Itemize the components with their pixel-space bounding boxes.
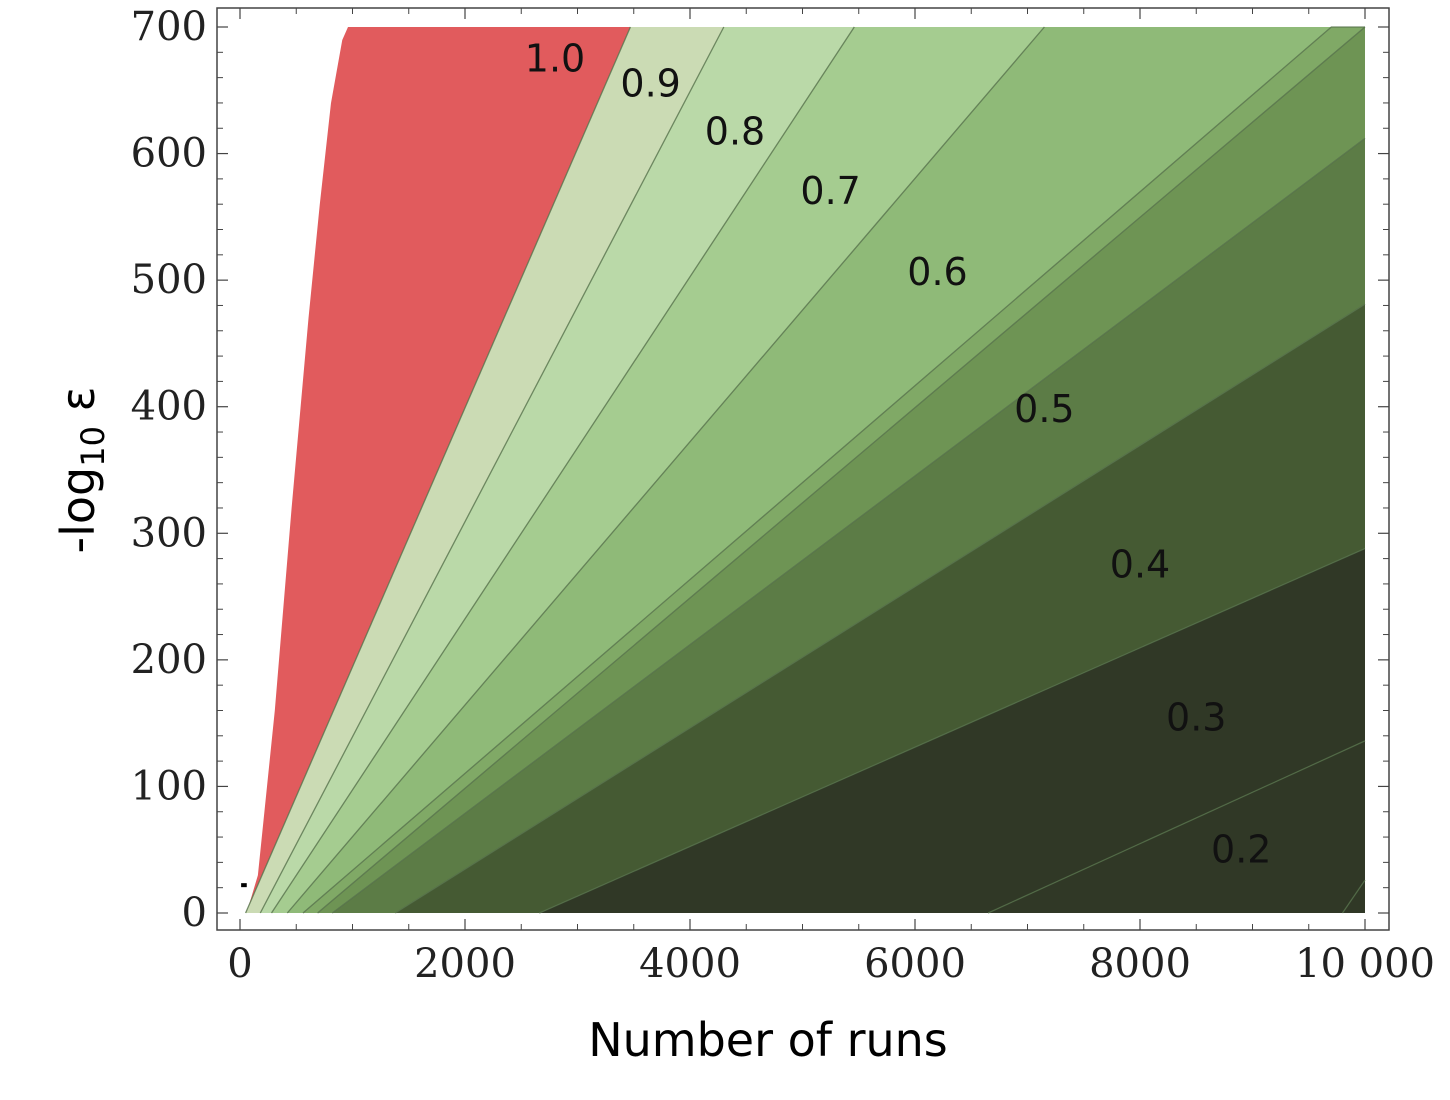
contour-label: 0.2: [1211, 827, 1271, 871]
y-tick-label: 200: [131, 637, 207, 683]
contour-line-3: [286, 26, 1045, 914]
contour-line-8: [539, 547, 1366, 914]
contour-line-2: [270, 26, 855, 914]
contour-line-1: [259, 26, 725, 914]
x-axis-title: Number of runs: [588, 1013, 948, 1067]
contour-line-10: [1341, 879, 1366, 914]
y-tick-label: 700: [131, 4, 207, 50]
x-tick-label: 4000: [639, 941, 741, 987]
contour-label: 1.0: [525, 36, 585, 80]
contour-label: 0.3: [1166, 696, 1226, 740]
band-0.8-0.85: [271, 27, 1045, 913]
contour-line-4: [302, 26, 1365, 914]
y-axis-title-prefix: -log: [51, 467, 105, 554]
x-tick-label: 0: [227, 941, 252, 987]
contour-line-7: [394, 303, 1366, 914]
x-tick-label: 8000: [1089, 941, 1191, 987]
y-tick-label: 100: [131, 763, 207, 809]
contour-label: 0.6: [907, 250, 967, 294]
y-tick-label: 500: [131, 257, 207, 303]
contour-lines: [241, 26, 1366, 914]
contour-line-5: [317, 26, 1366, 914]
band-0.85-0.9: [260, 27, 855, 913]
y-axis-title: -log10 ε: [51, 387, 112, 554]
contour-label: 0.5: [1014, 387, 1074, 431]
x-tick-label: 10 000: [1295, 941, 1435, 987]
contour-line-9: [987, 740, 1366, 914]
contour-line-0: [245, 26, 631, 914]
y-tick-label: 300: [131, 510, 207, 556]
axis-ticks: 0 2000 4000 6000 8000 10 000 0 100 200 300 400 500 6…: [131, 4, 1435, 987]
y-tick-label: 0: [182, 890, 207, 936]
y-axis-title-suffix: ε: [51, 387, 105, 427]
y-axis-title-subscript: 10: [74, 426, 112, 467]
contour-label: 0.9: [620, 62, 680, 106]
contour-label: 0.8: [705, 110, 765, 154]
contour-fill-regions: [244, 26, 1366, 914]
band-0.7-0.75: [303, 27, 1365, 913]
contour-labels: 1.0 0.9 0.8 0.7 0.6 0.5 0.4 0.3 0.2: [525, 36, 1272, 871]
y-tick-label: 400: [131, 384, 207, 430]
contour-label: 0.4: [1110, 543, 1170, 587]
region-edge: [244, 26, 349, 914]
band-0.75-0.8: [287, 27, 1365, 913]
x-tick-label: 6000: [864, 941, 966, 987]
contour-label: 0.7: [800, 169, 860, 213]
band-0.9-1.0: [245, 27, 724, 913]
y-tick-label: 600: [131, 131, 207, 177]
contour-line-6: [331, 137, 1366, 914]
x-tick-label: 2000: [414, 941, 516, 987]
